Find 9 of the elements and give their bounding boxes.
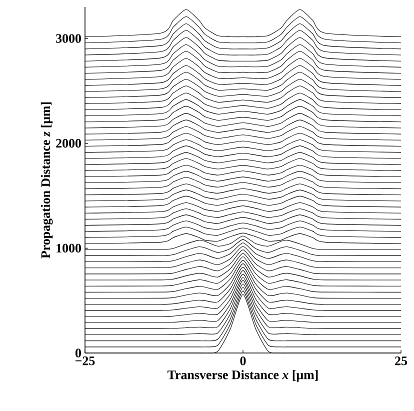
y-tick-label: 3000	[56, 34, 81, 43]
y-axis-title: Propagation Distance z [μm]	[40, 102, 53, 258]
x-tick-label: −25	[76, 356, 95, 366]
y-tick-label: 1000	[56, 244, 81, 253]
x-axis-title: Transverse Distance x [μm]	[168, 370, 318, 382]
y-tick-label: 0	[76, 348, 81, 358]
y-tick-label: 2000	[56, 138, 81, 148]
x-tick-label: 0	[240, 356, 246, 366]
x-tick-label: 25	[395, 356, 408, 366]
